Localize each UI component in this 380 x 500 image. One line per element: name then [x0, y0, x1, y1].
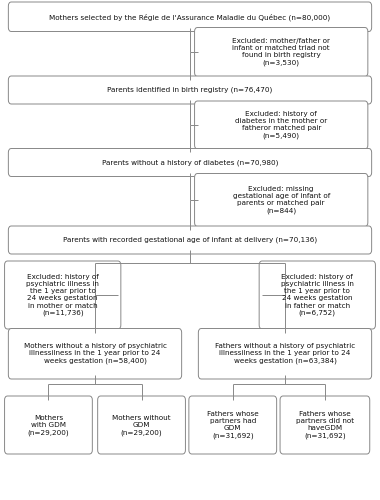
Text: Parents identified in birth registry (n=76,470): Parents identified in birth registry (n=… [108, 86, 272, 93]
FancyBboxPatch shape [8, 2, 372, 32]
Text: Mothers without a history of psychiatric
illnessilness in the 1 year prior to 24: Mothers without a history of psychiatric… [24, 343, 166, 364]
FancyBboxPatch shape [195, 174, 368, 227]
Text: Excluded: history of
psychiatric illness in
the 1 year prior to
24 weeks gestati: Excluded: history of psychiatric illness… [26, 274, 99, 316]
Text: Mothers selected by the Régie de l'Assurance Maladie du Québec (n=80,000): Mothers selected by the Régie de l'Assur… [49, 13, 331, 20]
FancyBboxPatch shape [8, 328, 182, 379]
Text: Excluded: history of
diabetes in the mother or
fatheror matched pair
(n=5,490): Excluded: history of diabetes in the mot… [235, 111, 327, 139]
Text: Parents without a history of diabetes (n=70,980): Parents without a history of diabetes (n… [102, 159, 278, 166]
FancyBboxPatch shape [8, 226, 372, 254]
Text: Parents with recorded gestational age of infant at delivery (n=70,136): Parents with recorded gestational age of… [63, 237, 317, 244]
FancyBboxPatch shape [8, 76, 372, 104]
FancyBboxPatch shape [198, 328, 372, 379]
FancyBboxPatch shape [5, 261, 121, 329]
Text: Excluded: history of
psychiatric illness in
the 1 year prior to
24 weeks gestati: Excluded: history of psychiatric illness… [281, 274, 354, 316]
Text: Mothers without
GDM
(n=29,200): Mothers without GDM (n=29,200) [112, 414, 171, 436]
Text: Excluded: missing
gestational age of infant of
parents or matched pair
(n=844): Excluded: missing gestational age of inf… [233, 186, 330, 214]
Text: Mothers
with GDM
(n=29,200): Mothers with GDM (n=29,200) [28, 414, 69, 436]
FancyBboxPatch shape [195, 28, 368, 76]
FancyBboxPatch shape [8, 148, 372, 176]
FancyBboxPatch shape [98, 396, 185, 454]
FancyBboxPatch shape [189, 396, 277, 454]
FancyBboxPatch shape [195, 101, 368, 149]
Text: Fathers whose
partners did not
haveGDM
(n=31,692): Fathers whose partners did not haveGDM (… [296, 411, 354, 439]
FancyBboxPatch shape [5, 396, 92, 454]
Text: Fathers whose
partners had
GDM
(n=31,692): Fathers whose partners had GDM (n=31,692… [207, 411, 259, 439]
FancyBboxPatch shape [280, 396, 370, 454]
FancyBboxPatch shape [259, 261, 375, 329]
Text: Fathers without a history of psychiatric
illnessilness in the 1 year prior to 24: Fathers without a history of psychiatric… [215, 343, 355, 364]
Text: Excluded: mother/father or
infant or matched triad not
found in birth registry
(: Excluded: mother/father or infant or mat… [232, 38, 330, 66]
